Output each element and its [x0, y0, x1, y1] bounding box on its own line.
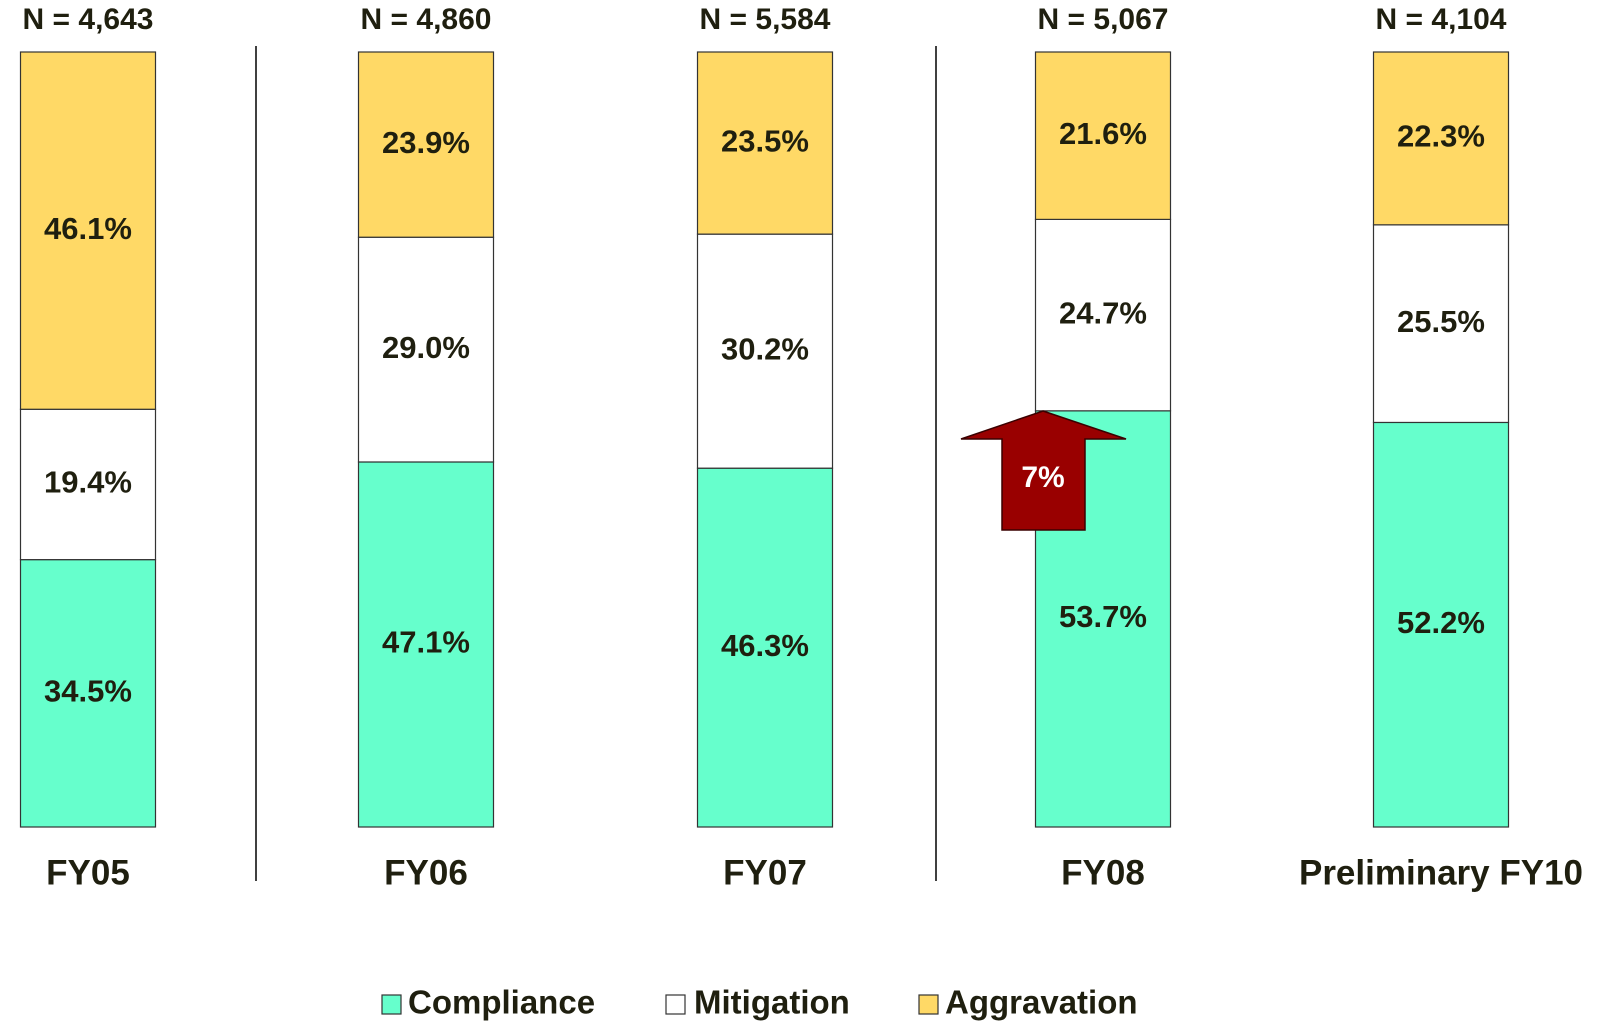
n-label: N = 4,104	[1376, 3, 1507, 36]
bar-segment	[19, 559, 157, 828]
bar-segment	[1034, 51, 1172, 220]
value-label: 23.9%	[382, 125, 470, 160]
value-label: 19.4%	[44, 465, 132, 500]
value-label: 30.2%	[721, 331, 809, 366]
bar-segment	[1372, 51, 1510, 226]
legend-label: Mitigation	[694, 984, 850, 1021]
x-tick-label: FY05	[46, 853, 130, 892]
value-label: 47.1%	[382, 625, 470, 660]
value-label: 34.5%	[44, 674, 132, 709]
value-label: 22.3%	[1397, 119, 1485, 154]
legend-label: Compliance	[408, 984, 595, 1021]
x-tick-label: FY08	[1061, 853, 1145, 892]
value-label: 23.5%	[721, 123, 809, 158]
bar-segment	[1372, 421, 1510, 828]
bar-segment	[19, 51, 157, 410]
bar-segment	[696, 467, 834, 828]
bar-segment	[1034, 218, 1172, 412]
n-label: N = 4,643	[23, 3, 154, 36]
n-label: N = 5,067	[1038, 3, 1169, 36]
legend-swatch	[665, 994, 686, 1015]
arrow-label: 7%	[1021, 461, 1064, 494]
value-label: 52.2%	[1397, 605, 1485, 640]
x-tick-label: Preliminary FY10	[1299, 853, 1583, 892]
bar-segment	[357, 461, 495, 828]
value-label: 46.3%	[721, 628, 809, 663]
x-tick-label: FY06	[384, 853, 468, 892]
arrow	[960, 410, 1127, 531]
legend-swatch	[918, 994, 939, 1015]
n-label: N = 5,584	[700, 3, 831, 36]
value-label: 53.7%	[1059, 599, 1147, 634]
bar-segment	[1372, 224, 1510, 424]
legend-swatch	[381, 994, 402, 1015]
x-tick-label: FY07	[723, 853, 807, 892]
value-label: 21.6%	[1059, 116, 1147, 151]
bar-segment	[696, 51, 834, 235]
value-label: 25.5%	[1397, 304, 1485, 339]
value-label: 29.0%	[382, 330, 470, 365]
bar-segment	[357, 236, 495, 463]
value-label: 46.1%	[44, 211, 132, 246]
bar-segment	[696, 233, 834, 469]
bar-segment	[357, 51, 495, 238]
legend-label: Aggravation	[945, 984, 1138, 1021]
value-label: 24.7%	[1059, 295, 1147, 330]
n-label: N = 4,860	[361, 3, 492, 36]
